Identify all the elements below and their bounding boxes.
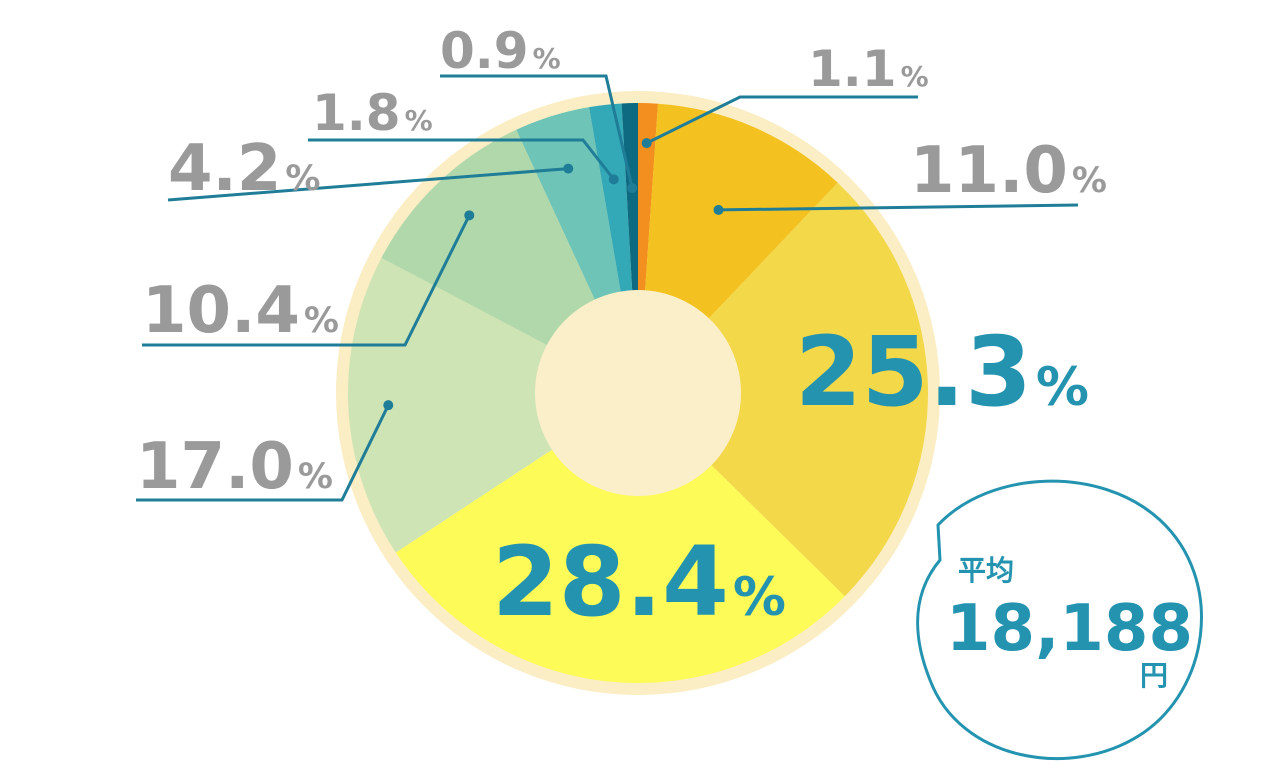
data-label: 4.2% xyxy=(168,132,320,206)
average-bubble-shape xyxy=(916,479,1203,761)
data-label: 1.8% xyxy=(312,84,433,142)
leader-line xyxy=(167,167,569,202)
average-value: 18,188 xyxy=(946,592,1193,666)
leader-line xyxy=(308,138,615,181)
leader-line xyxy=(718,203,1079,212)
data-label: 10.4% xyxy=(142,274,339,348)
leader-line xyxy=(136,404,390,502)
data-label: 25.3% xyxy=(795,316,1089,428)
average-bubble: 平均 18,188 円 xyxy=(916,479,1203,761)
data-label: 11.0% xyxy=(910,134,1107,208)
leader-line xyxy=(645,95,918,145)
average-label: 平均 xyxy=(958,554,1014,587)
pie-slice xyxy=(638,182,928,597)
data-label: 17.0% xyxy=(136,430,333,504)
pie-slice xyxy=(348,257,638,553)
average-unit: 円 xyxy=(1140,659,1168,692)
leader-line xyxy=(142,214,471,347)
pie-slice xyxy=(395,393,845,683)
data-label: 28.4% xyxy=(492,526,786,638)
donut-hole xyxy=(535,290,741,496)
data-label: 0.9% xyxy=(440,22,561,80)
leader-line xyxy=(440,74,634,189)
data-label: 1.1% xyxy=(808,40,929,98)
